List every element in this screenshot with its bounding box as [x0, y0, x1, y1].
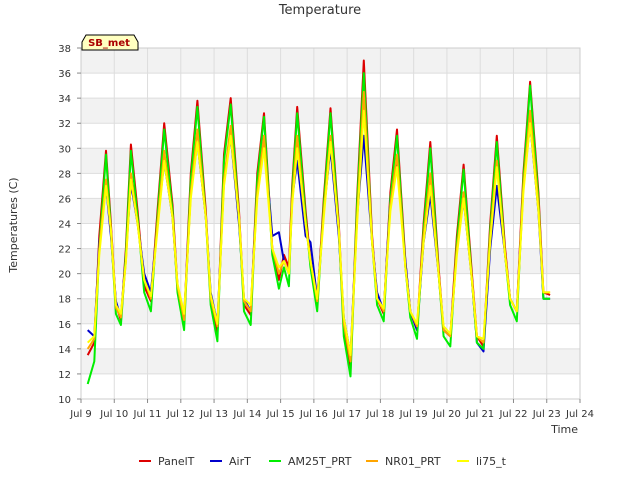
y-tick-label: 32: [58, 119, 71, 130]
legend: PanelT AirT AM25T_PRT NR01_PRT li75_t: [139, 455, 507, 468]
x-tick-label: Jul 24: [565, 409, 594, 420]
site-badge-label: SB_met: [88, 38, 130, 49]
x-tick-label: Jul 22: [498, 409, 527, 420]
plot-band: [81, 298, 580, 324]
plot-band: [81, 73, 580, 99]
y-tick-label: 22: [58, 245, 71, 256]
plot-band: [81, 198, 580, 224]
y-tick-label: 24: [58, 220, 71, 231]
y-axis-ticks: 10 12 14 16 18 20 22 24 26 28 30 32 34 36 38: [58, 44, 81, 406]
plot-band: [81, 173, 580, 199]
legend-label-airt: AirT: [229, 455, 251, 468]
y-tick-label: 10: [58, 395, 71, 406]
plot-band: [81, 348, 580, 374]
x-axis-ticks: Jul 9 Jul 10 Jul 11 Jul 12 Jul 13 Jul 14 Jul 1…: [69, 399, 594, 420]
plot-band: [81, 223, 580, 249]
plot-band: [81, 323, 580, 349]
y-tick-label: 36: [58, 69, 71, 80]
plot-band: [81, 48, 580, 74]
y-tick-label: 26: [58, 194, 71, 205]
x-tick-label: Jul 17: [332, 409, 361, 420]
y-tick-label: 28: [58, 169, 71, 180]
x-tick-label: Jul 16: [299, 409, 328, 420]
x-tick-label: Jul 11: [133, 409, 162, 420]
y-axis-label: Temperatures (C): [7, 177, 20, 273]
x-tick-label: Jul 12: [166, 409, 195, 420]
y-tick-label: 38: [58, 44, 71, 55]
x-tick-label: Jul 14: [232, 409, 261, 420]
legend-label-panelt: PanelT: [158, 455, 195, 468]
legend-label-nr01-prt: NR01_PRT: [385, 455, 441, 468]
y-tick-label: 34: [58, 94, 71, 105]
plot-band: [81, 273, 580, 299]
x-tick-label: Jul 20: [432, 409, 461, 420]
plot-band: [81, 248, 580, 274]
x-tick-label: Jul 19: [399, 409, 428, 420]
y-tick-label: 16: [58, 320, 71, 331]
y-tick-label: 18: [58, 295, 71, 306]
x-tick-label: Jul 10: [99, 409, 128, 420]
x-tick-label: Jul 21: [465, 409, 494, 420]
x-tick-label: Jul 15: [266, 409, 295, 420]
y-tick-label: 14: [58, 345, 71, 356]
x-tick-label: Jul 18: [365, 409, 394, 420]
y-tick-label: 12: [58, 370, 71, 381]
plot-band: [81, 373, 580, 399]
series-lines: [86, 59, 551, 385]
series-line-li75-t: [87, 109, 551, 357]
chart-title: Temperature: [278, 3, 361, 18]
y-tick-label: 30: [58, 144, 71, 155]
x-axis-label: Time: [550, 423, 578, 436]
legend-label-li75-t: li75_t: [476, 455, 507, 468]
legend-label-am25t-prt: AM25T_PRT: [288, 455, 352, 468]
site-badge: SB_met: [81, 34, 139, 51]
y-tick-label: 20: [58, 270, 71, 281]
x-tick-label: Jul 9: [69, 409, 92, 420]
x-tick-label: Jul 13: [199, 409, 228, 420]
x-tick-label: Jul 23: [532, 409, 561, 420]
